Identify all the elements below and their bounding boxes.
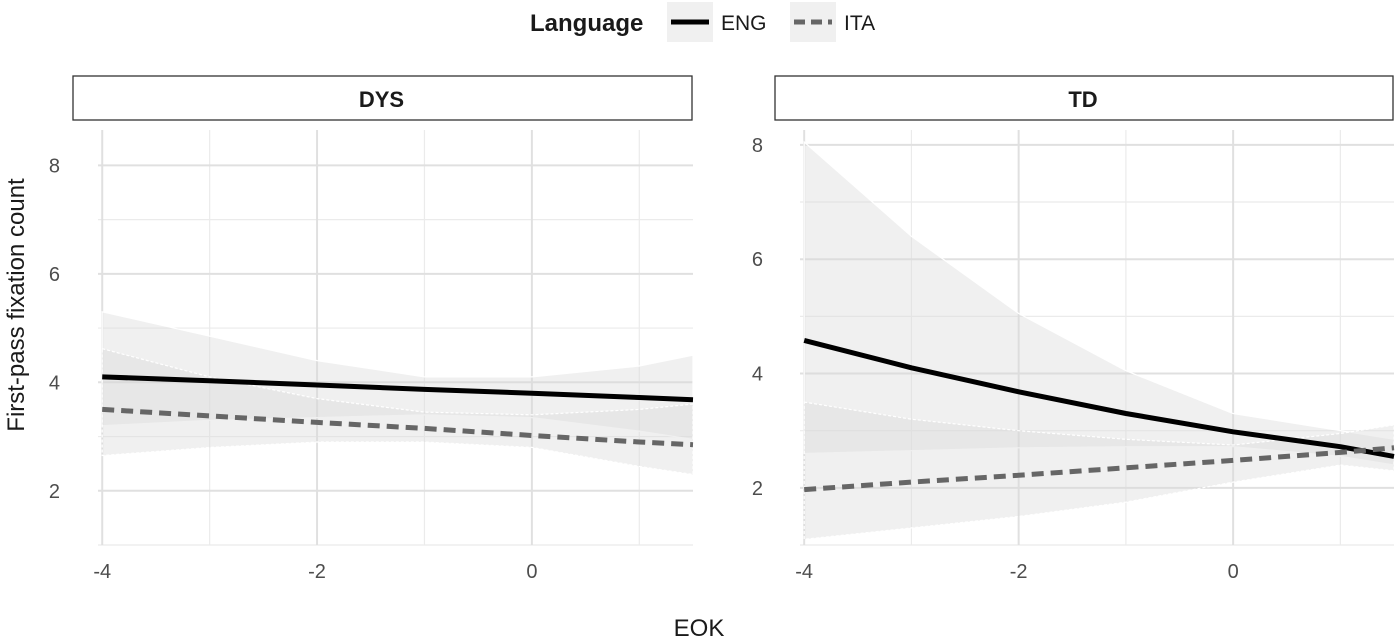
legend: Language ENG ITA [530, 2, 875, 42]
strip-box [72, 75, 693, 121]
strip-label: TD [1068, 87, 1097, 112]
x-tick-label: 0 [526, 561, 537, 583]
x-tick-label: 0 [1228, 561, 1239, 583]
confidence-band-eng [803, 140, 1395, 466]
series-line-eng [803, 337, 1395, 459]
y-tick-label: 6 [752, 249, 763, 271]
x-tick-label: -4 [795, 561, 813, 583]
legend-entry-ita: ITA [790, 2, 875, 42]
strip-label: DYS [359, 87, 404, 112]
x-tick-label: -2 [1010, 561, 1028, 583]
y-tick-label: 2 [49, 481, 60, 503]
grid [800, 130, 1394, 546]
y-tick-label: 4 [49, 372, 60, 394]
x-axis-title: EOK [674, 615, 725, 640]
y-tick-label: 8 [752, 135, 763, 157]
series-line-eng [102, 374, 694, 403]
strip-box [774, 75, 1394, 121]
series-line-ita [102, 406, 694, 448]
panel-td: TD -4 -2 0 2 4 6 8 [752, 75, 1395, 583]
panels: DYS -4 -2 0 2 4 6 8 TD -4 -2 0 2 4 6 8 [49, 75, 1395, 583]
series-line-ita [804, 445, 1395, 493]
y-tick-label: 6 [49, 264, 60, 286]
y-tick-label: 4 [752, 364, 763, 386]
panel-dys: DYS -4 -2 0 2 4 6 8 [49, 75, 694, 583]
legend-title: Language [530, 10, 643, 37]
legend-label: ENG [721, 12, 767, 35]
x-tick-label: -2 [308, 561, 326, 583]
y-tick-label: 8 [49, 155, 60, 177]
y-tick-label: 2 [752, 478, 763, 500]
y-axis-title: First-pass fixation count [3, 178, 30, 432]
legend-entry-eng: ENG [667, 2, 767, 42]
confidence-band-ita [101, 347, 694, 476]
x-tick-label: -4 [93, 561, 111, 583]
legend-label: ITA [844, 12, 875, 35]
